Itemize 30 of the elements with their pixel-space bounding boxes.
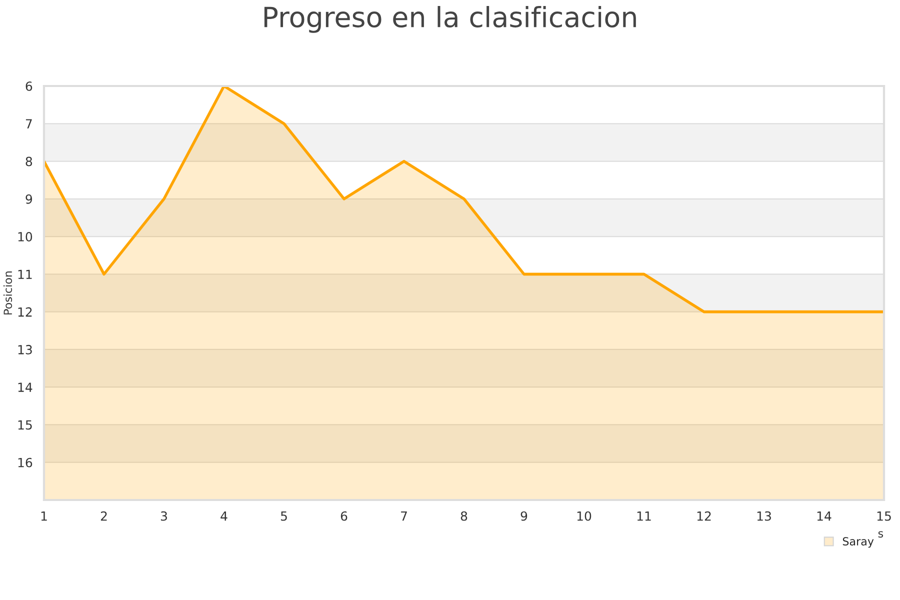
y-tick-label: 11 — [18, 270, 32, 279]
y-tick-label: 9 — [26, 194, 32, 204]
x-tick-label: 1 — [41, 511, 47, 521]
x-tick-label: 15 — [877, 511, 891, 521]
y-tick-label: 7 — [26, 119, 32, 128]
y-tick-label: 6 — [26, 81, 32, 91]
y-tick-label: 14 — [18, 382, 32, 392]
y-tick-label: 13 — [18, 344, 32, 354]
x-tick-label: 10 — [577, 511, 592, 521]
x-tick-label: 2 — [100, 511, 107, 521]
y-axis-title: Posicion — [3, 271, 12, 314]
x-tick-label: 13 — [757, 511, 771, 521]
x-tick-label: 14 — [817, 511, 832, 521]
x-tick-label: 6 — [340, 511, 348, 521]
legend-label: Saray — [842, 537, 874, 548]
chart-title: Progreso en la clasificacion — [264, 6, 636, 33]
x-tick-label: 5 — [280, 511, 287, 521]
y-tick-label: 15 — [18, 420, 32, 430]
x-tick-label: 4 — [220, 511, 228, 521]
x-tick-label: 7 — [401, 511, 407, 521]
x-tick-label: 11 — [637, 511, 651, 521]
x-tick-label: 3 — [160, 511, 167, 521]
x-tick-label: 9 — [520, 511, 528, 521]
y-tick-label: 12 — [18, 307, 32, 317]
x-axis-title: s — [878, 531, 884, 538]
x-tick-label: 12 — [697, 511, 711, 521]
y-tick-label: 16 — [18, 458, 32, 468]
x-tick-label: 8 — [460, 511, 468, 521]
y-tick-label: 10 — [18, 232, 32, 242]
y-tick-label: 8 — [26, 156, 32, 166]
